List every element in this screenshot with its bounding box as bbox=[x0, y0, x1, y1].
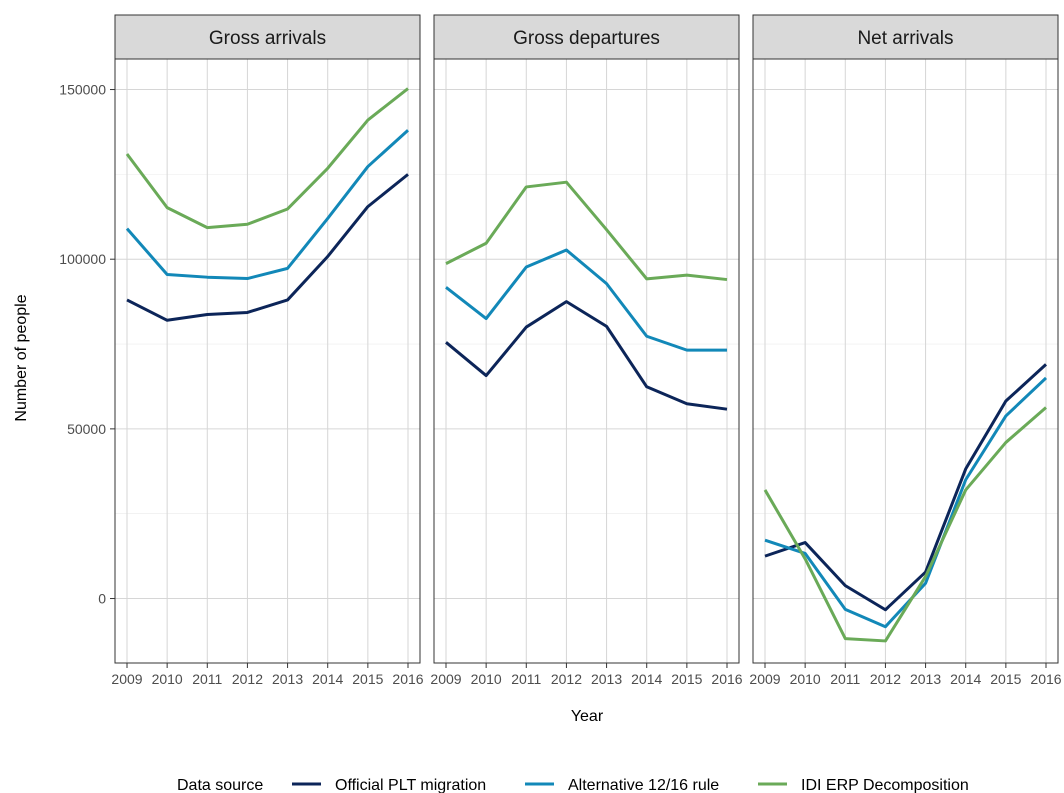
x-tick-label: 2014 bbox=[631, 671, 662, 687]
series-line bbox=[445, 248, 727, 352]
facet-strip-label: Net arrivals bbox=[857, 28, 953, 49]
x-tick-label: 2016 bbox=[711, 671, 742, 687]
facet-panel: Gross departures 2009 2010 2011 2012 2013 2014… bbox=[430, 14, 743, 687]
facet-strip bbox=[433, 14, 740, 60]
legend-label: Alternative 12/16 rule bbox=[568, 777, 719, 793]
x-tick-label: 2016 bbox=[1030, 671, 1061, 687]
x-tick-label: 2012 bbox=[551, 671, 582, 687]
y-tick-label: 50000 bbox=[67, 421, 106, 437]
series-line bbox=[764, 376, 1048, 629]
x-tick-label: 2013 bbox=[591, 671, 622, 687]
facet-strip bbox=[114, 14, 421, 60]
series-line bbox=[764, 363, 1048, 612]
panel-border bbox=[752, 58, 1059, 664]
y-tick-label: 150000 bbox=[59, 82, 106, 98]
x-tick-label: 2015 bbox=[352, 671, 383, 687]
series-line bbox=[445, 180, 728, 282]
x-tick-label: 2015 bbox=[671, 671, 702, 687]
x-tick-label: 2009 bbox=[111, 671, 142, 687]
facet-strip-label: Gross arrivals bbox=[209, 28, 326, 49]
panel-border bbox=[114, 58, 421, 664]
x-tick-label: 2010 bbox=[790, 671, 821, 687]
series-line bbox=[125, 87, 409, 230]
panel-background bbox=[115, 59, 420, 663]
x-tick-label: 2010 bbox=[471, 671, 502, 687]
x-tick-label: 2014 bbox=[950, 671, 981, 687]
facet-strip-label: Gross departures bbox=[513, 28, 660, 49]
facet-panel: Net arrivals 2009 2010 2011 2012 2013 2014 2015… bbox=[749, 14, 1062, 687]
legend-title: Data source bbox=[177, 777, 263, 793]
series-line bbox=[126, 173, 409, 322]
facet-strip bbox=[752, 14, 1059, 60]
y-axis-title: Number of people bbox=[13, 294, 30, 421]
series-line bbox=[763, 406, 1047, 643]
x-axis-title: Year bbox=[571, 708, 604, 725]
series-line bbox=[445, 300, 728, 411]
x-tick-label: 2010 bbox=[152, 671, 183, 687]
panel-border bbox=[433, 58, 740, 664]
x-tick-label: 2011 bbox=[511, 671, 541, 687]
x-tick-label: 2015 bbox=[990, 671, 1021, 687]
x-tick-label: 2012 bbox=[870, 671, 901, 687]
panel-background bbox=[753, 59, 1058, 663]
y-tick-label: 100000 bbox=[59, 251, 106, 267]
x-tick-label: 2013 bbox=[272, 671, 303, 687]
series-line bbox=[125, 129, 410, 281]
y-tick-label: 0 bbox=[98, 591, 106, 607]
x-tick-label: 2013 bbox=[910, 671, 941, 687]
x-tick-label: 2011 bbox=[192, 671, 222, 687]
x-tick-label: 2009 bbox=[430, 671, 461, 687]
x-tick-label: 2012 bbox=[232, 671, 263, 687]
facet-panel: Gross arrivals 2009 2010 2011 2012 2013 2014 20… bbox=[59, 14, 424, 687]
x-tick-label: 2014 bbox=[312, 671, 343, 687]
legend-label: IDI ERP Decomposition bbox=[801, 777, 969, 793]
x-tick-label: 2016 bbox=[392, 671, 423, 687]
x-tick-label: 2009 bbox=[749, 671, 780, 687]
legend: Data source Official PLT migration Altern… bbox=[177, 777, 969, 793]
legend-label: Official PLT migration bbox=[335, 777, 486, 793]
facet-panels: Gross arrivals 2009 2010 2011 2012 2013 2014 20… bbox=[59, 14, 1062, 687]
x-tick-label: 2011 bbox=[830, 671, 860, 687]
panel-background bbox=[434, 59, 739, 663]
